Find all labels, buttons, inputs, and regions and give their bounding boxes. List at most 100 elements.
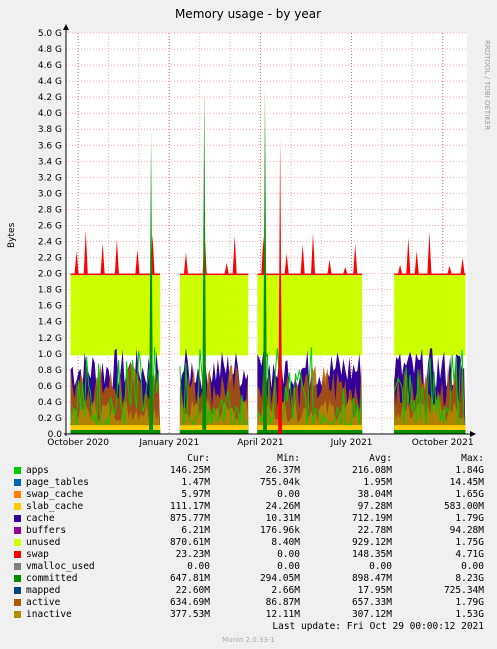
y-tick-label: 1.8 G bbox=[38, 286, 62, 296]
x-tick-label: July 2021 bbox=[330, 438, 373, 448]
legend-avg-value: 898.47M bbox=[351, 573, 392, 584]
spike-committed bbox=[149, 131, 154, 434]
swap-spike bbox=[100, 243, 105, 274]
legend-item-committed: committed 647.81M 294.05M 898.47M 8.23G bbox=[0, 573, 497, 585]
legend-avg-value: 17.95M bbox=[357, 585, 392, 596]
inactive-area bbox=[394, 398, 466, 434]
x-axis: October 2020 January 2021 April 2021 July 2… bbox=[47, 438, 473, 448]
legend-swatch bbox=[14, 587, 21, 594]
swap-spike bbox=[135, 249, 140, 274]
last-update: Last update: Fri Oct 29 00:00:12 2021 bbox=[0, 621, 497, 633]
committed-base-band bbox=[70, 429, 161, 434]
legend-label: vmalloc_used bbox=[26, 561, 95, 572]
legend-swatch bbox=[14, 515, 21, 522]
y-tick-label: 2.2 G bbox=[38, 254, 62, 264]
legend-swatch bbox=[14, 551, 21, 558]
legend-avg-value: 38.04M bbox=[357, 489, 392, 500]
legend-item-buffers: buffers 6.21M 176.96k 22.78M 94.28M bbox=[0, 525, 497, 537]
last-update-text: Last update: Fri Oct 29 00:00:12 2021 bbox=[272, 621, 484, 632]
legend-label: apps bbox=[26, 465, 49, 476]
swap-spike bbox=[398, 264, 403, 274]
y-tick-label: 4.0 G bbox=[38, 109, 62, 119]
legend-item-cache: cache 875.77M 10.31M 712.19M 1.79G bbox=[0, 513, 497, 525]
legend-cur-value: 5.97M bbox=[181, 489, 210, 500]
legend-avg-value: 1.95M bbox=[363, 477, 392, 488]
y-tick-label: 3.0 G bbox=[38, 189, 62, 199]
unused-band bbox=[257, 275, 363, 356]
legend-cur-value: 0.00 bbox=[187, 561, 210, 572]
legend-avg-value: 0.00 bbox=[369, 561, 392, 572]
legend-cur-value: 22.60M bbox=[175, 585, 210, 596]
legend-cur-value: 146.25M bbox=[169, 465, 210, 476]
legend-avg-value: 657.33M bbox=[351, 597, 392, 608]
spike-committed bbox=[202, 89, 207, 434]
committed-base-band bbox=[179, 429, 249, 434]
spike-committed bbox=[262, 87, 267, 434]
swap-band bbox=[70, 273, 161, 276]
legend-swatch bbox=[14, 599, 21, 606]
legend-max-value: 1.84G bbox=[455, 465, 484, 476]
x-tick-label: October 2020 bbox=[47, 438, 109, 448]
y-tick-label: 2.8 G bbox=[38, 205, 62, 215]
legend-swatch bbox=[14, 575, 21, 582]
swap-spike bbox=[83, 230, 88, 274]
legend-header-avg: Avg: bbox=[369, 453, 392, 464]
legend-min-value: 294.05M bbox=[259, 573, 300, 584]
legend-cur-value: 634.69M bbox=[169, 597, 210, 608]
legend-max-value: 14.45M bbox=[449, 477, 484, 488]
y-tick-label: 4.6 G bbox=[38, 61, 62, 71]
chart-title: Memory usage - by year bbox=[175, 7, 321, 21]
legend-max-value: 8.23G bbox=[455, 573, 484, 584]
swap-band bbox=[257, 273, 363, 276]
legend-max-value: 1.53G bbox=[455, 609, 484, 620]
y-tick-label: 4.4 G bbox=[38, 77, 62, 87]
legend-label: unused bbox=[26, 537, 61, 548]
legend-min-value: 0.00 bbox=[277, 489, 300, 500]
series-areas bbox=[70, 87, 466, 434]
legend-min-value: 10.31M bbox=[265, 513, 300, 524]
footer: Munin 2.0.33-1 bbox=[222, 636, 275, 644]
swap-spike bbox=[327, 259, 332, 274]
apps-line bbox=[393, 349, 465, 426]
y-tick-label: 3.6 G bbox=[38, 141, 62, 151]
legend-item-unused: unused 870.61M 8.40M 929.12M 1.75G bbox=[0, 537, 497, 549]
legend-item-vmalloc-used: vmalloc_used 0.00 0.00 0.00 0.00 bbox=[0, 561, 497, 573]
swap-spike bbox=[114, 239, 119, 274]
legend-header-cur: Cur: bbox=[187, 453, 210, 464]
memory-chart: Memory usage - by year RRDTOOL / TOBI OE… bbox=[7, 7, 491, 448]
swap-spike bbox=[183, 252, 188, 274]
x-axis-arrow bbox=[470, 431, 476, 437]
apps-line bbox=[70, 347, 160, 427]
y-tick-label: 1.0 G bbox=[38, 350, 62, 360]
y-axis-label: Bytes bbox=[7, 222, 17, 248]
legend-label: active bbox=[26, 597, 61, 608]
y-tick-label: 0.0 bbox=[48, 430, 63, 440]
legend-cur-value: 111.17M bbox=[169, 501, 210, 512]
unused-band bbox=[70, 275, 161, 356]
unused-band bbox=[179, 275, 249, 356]
swap-spike bbox=[460, 257, 465, 274]
slab-cache-band bbox=[70, 425, 161, 430]
x-tick-label: April 2021 bbox=[237, 438, 283, 448]
legend-max-value: 4.71G bbox=[455, 549, 484, 560]
legend-max-value: 94.28M bbox=[449, 525, 484, 536]
slab-cache-band bbox=[179, 425, 249, 430]
legend-label: slab_cache bbox=[26, 501, 84, 512]
slab-cache-band bbox=[394, 425, 466, 430]
legend-min-value: 12.11M bbox=[265, 609, 300, 620]
legend-min-value: 0.00 bbox=[277, 549, 300, 560]
legend-item-active: active 634.69M 86.87M 657.33M 1.79G bbox=[0, 597, 497, 609]
legend-label: buffers bbox=[26, 525, 67, 536]
legend-cur-value: 377.53M bbox=[169, 609, 210, 620]
legend-avg-value: 712.19M bbox=[351, 513, 392, 524]
apps-line bbox=[256, 347, 362, 427]
legend-max-value: 1.79G bbox=[455, 597, 484, 608]
legend-max-value: 1.65G bbox=[455, 489, 484, 500]
y-tick-label: 2.6 G bbox=[38, 221, 62, 231]
legend-max-value: 583.00M bbox=[443, 501, 484, 512]
swap-spike bbox=[232, 235, 237, 274]
legend-min-value: 86.87M bbox=[265, 597, 300, 608]
y-tick-label: 0.4 G bbox=[38, 398, 62, 408]
legend-header: Cur: Min: Avg: Max: bbox=[0, 453, 497, 465]
swap-band bbox=[394, 273, 466, 276]
